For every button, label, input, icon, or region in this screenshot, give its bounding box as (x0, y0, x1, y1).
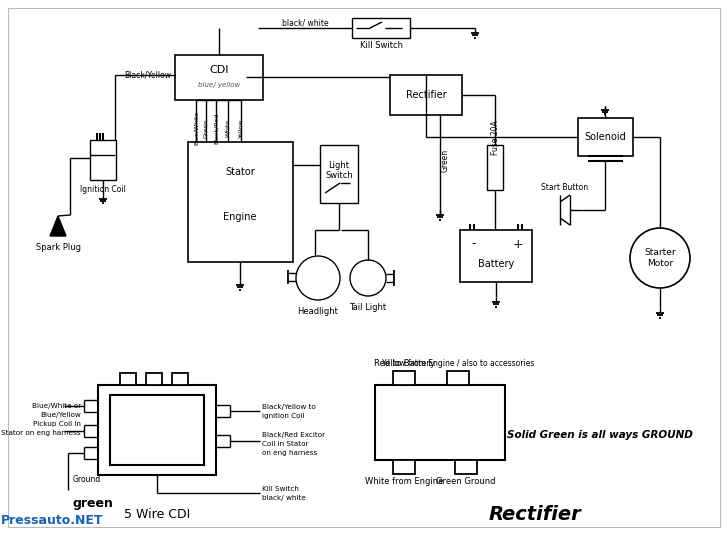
Bar (320, 145, 358, 203)
Bar (393, 460, 415, 474)
Text: Stator: Stator (225, 167, 255, 177)
Text: Engine: Engine (223, 212, 257, 222)
Text: blue/ yellow: blue/ yellow (198, 82, 240, 88)
Text: green: green (73, 496, 114, 509)
Text: Solid Green is all ways GROUND: Solid Green is all ways GROUND (507, 430, 693, 440)
Bar (352, 18, 410, 38)
Text: Yellow from Engine / also to accessories: Yellow from Engine / also to accessories (381, 360, 534, 369)
Text: Solenoid: Solenoid (584, 132, 626, 142)
Text: CDI: CDI (209, 65, 229, 75)
Bar (172, 373, 188, 385)
Text: Fuse 20A: Fuse 20A (491, 120, 499, 155)
Circle shape (350, 260, 386, 296)
Text: White from Engine: White from Engine (365, 478, 443, 486)
Bar (393, 371, 415, 385)
Text: Rectifier: Rectifier (488, 506, 582, 524)
Text: Switch: Switch (325, 171, 353, 180)
Text: Kill Switch: Kill Switch (262, 486, 299, 492)
Text: Red to Battery: Red to Battery (373, 360, 435, 369)
Text: Headlight: Headlight (298, 308, 339, 317)
Bar (447, 371, 469, 385)
Bar (188, 142, 293, 262)
Text: Tail Light: Tail Light (349, 303, 387, 312)
Text: Stator on eng harness: Stator on eng harness (1, 430, 81, 436)
Bar (390, 75, 462, 115)
Text: +: + (513, 238, 523, 250)
Text: Coil in Stator: Coil in Stator (262, 441, 309, 447)
Text: Spark Plug: Spark Plug (36, 243, 81, 253)
Polygon shape (50, 216, 66, 236)
Text: Battery: Battery (478, 259, 514, 269)
Bar (110, 395, 204, 465)
Text: Pickup Coil in: Pickup Coil in (33, 421, 81, 427)
Text: Black/Red Excitor: Black/Red Excitor (262, 432, 325, 438)
Circle shape (296, 256, 340, 300)
Bar (455, 460, 477, 474)
Bar (98, 385, 216, 475)
Text: 5 Wire CDI: 5 Wire CDI (124, 508, 190, 522)
Text: Rectifier: Rectifier (405, 90, 446, 100)
Text: Black/Red: Black/Red (213, 112, 218, 143)
Text: Ground: Ground (73, 476, 101, 485)
Text: Starter
Motor: Starter Motor (644, 248, 676, 268)
Text: Kill Switch: Kill Switch (360, 42, 403, 50)
Text: White: White (226, 119, 231, 137)
Text: ignition Coil: ignition Coil (262, 413, 304, 419)
Text: Pressauto.NET: Pressauto.NET (1, 514, 103, 526)
Text: Ignition Coil: Ignition Coil (80, 186, 126, 195)
Text: Green: Green (204, 118, 208, 137)
Text: -: - (472, 238, 476, 250)
Text: Yellow: Yellow (239, 118, 243, 137)
Text: Start Button: Start Button (542, 184, 588, 193)
Text: Black/Yellow: Black/Yellow (124, 71, 171, 80)
Bar (487, 145, 503, 190)
Circle shape (630, 228, 690, 288)
Text: on eng harness: on eng harness (262, 450, 317, 456)
Bar (120, 373, 136, 385)
Text: Blue/Yellow: Blue/Yellow (40, 412, 81, 418)
Bar (146, 373, 162, 385)
Text: Blue/White: Blue/White (194, 111, 199, 145)
Text: black/ white: black/ white (262, 495, 306, 501)
Bar (90, 140, 116, 180)
Bar (375, 385, 505, 460)
Text: Blue/White or: Blue/White or (32, 403, 81, 409)
Bar (460, 230, 532, 282)
Bar (578, 118, 633, 156)
Text: Black/Yellow to: Black/Yellow to (262, 404, 316, 410)
Bar (175, 55, 263, 100)
Text: Green: Green (440, 148, 449, 172)
Text: black/ white: black/ white (282, 19, 328, 27)
Text: Green Ground: Green Ground (436, 478, 496, 486)
Text: Light: Light (328, 160, 349, 170)
